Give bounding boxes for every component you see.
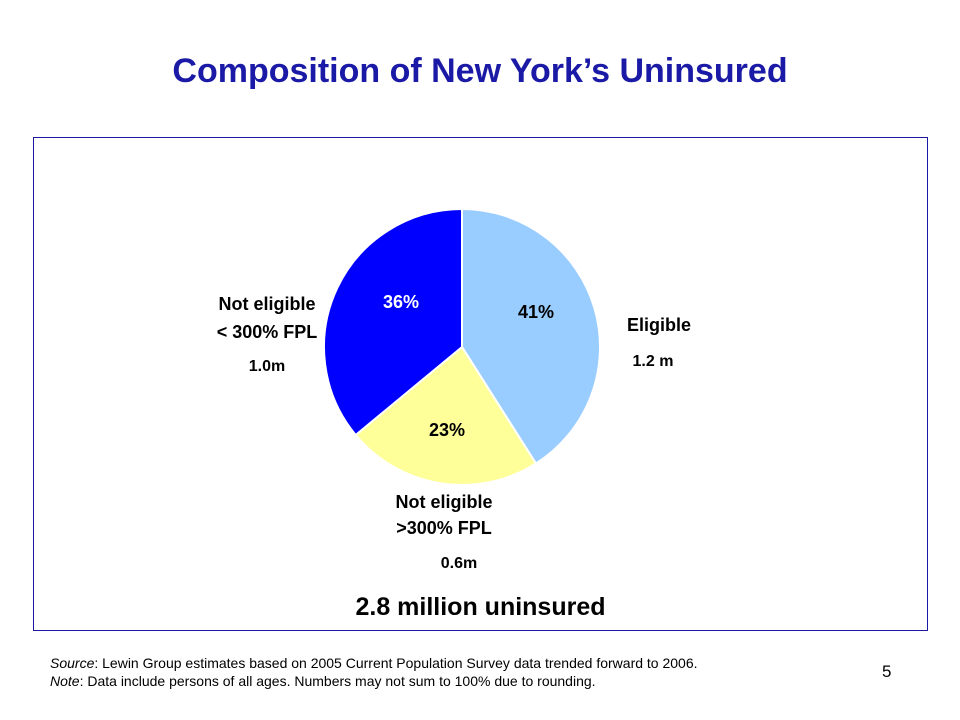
source-line: Source: Lewin Group estimates based on 2… bbox=[50, 654, 698, 672]
pie-slice-1 bbox=[354, 345, 538, 486]
note-label: Note bbox=[50, 673, 80, 689]
slice-pct-label-0: 41% bbox=[518, 302, 554, 322]
slice-pct-label-2: 36% bbox=[383, 292, 419, 312]
slice-pct-label-1: 23% bbox=[429, 420, 465, 440]
pie-chart: 41% Eligible 1.2 m 23% Not eligible >300% FPL… bbox=[217, 207, 691, 572]
slice-category-label2-2: < 300% FPL bbox=[217, 322, 318, 342]
source-text: : Lewin Group estimates based on 2005 Cu… bbox=[94, 655, 698, 671]
slide-title: Composition of New York’s Uninsured bbox=[172, 52, 788, 90]
slice-count-label-2: 1.0m bbox=[249, 358, 285, 375]
source-label: Source bbox=[50, 655, 95, 671]
page-number: 5 bbox=[882, 662, 892, 681]
slice-category-label-1: Not eligible bbox=[395, 492, 492, 512]
pie-slice-2 bbox=[323, 207, 463, 437]
note-text: : Data include persons of all ages. Numb… bbox=[79, 673, 596, 689]
slice-category-label2-1: >300% FPL bbox=[396, 518, 492, 538]
slice-category-label-2: Not eligible bbox=[218, 294, 315, 314]
chart-frame: 41% Eligible 1.2 m 23% Not eligible >300% FPL… bbox=[33, 137, 928, 631]
slice-count-label-0: 1.2 m bbox=[633, 353, 674, 370]
footnote: Source: Lewin Group estimates based on 2… bbox=[50, 654, 698, 690]
slice-category-label-0: Eligible bbox=[627, 315, 691, 335]
slice-count-label-1: 0.6m bbox=[441, 555, 477, 572]
total-label: 2.8 million uninsured bbox=[355, 593, 606, 621]
note-line: Note: Data include persons of all ages. … bbox=[50, 672, 698, 690]
